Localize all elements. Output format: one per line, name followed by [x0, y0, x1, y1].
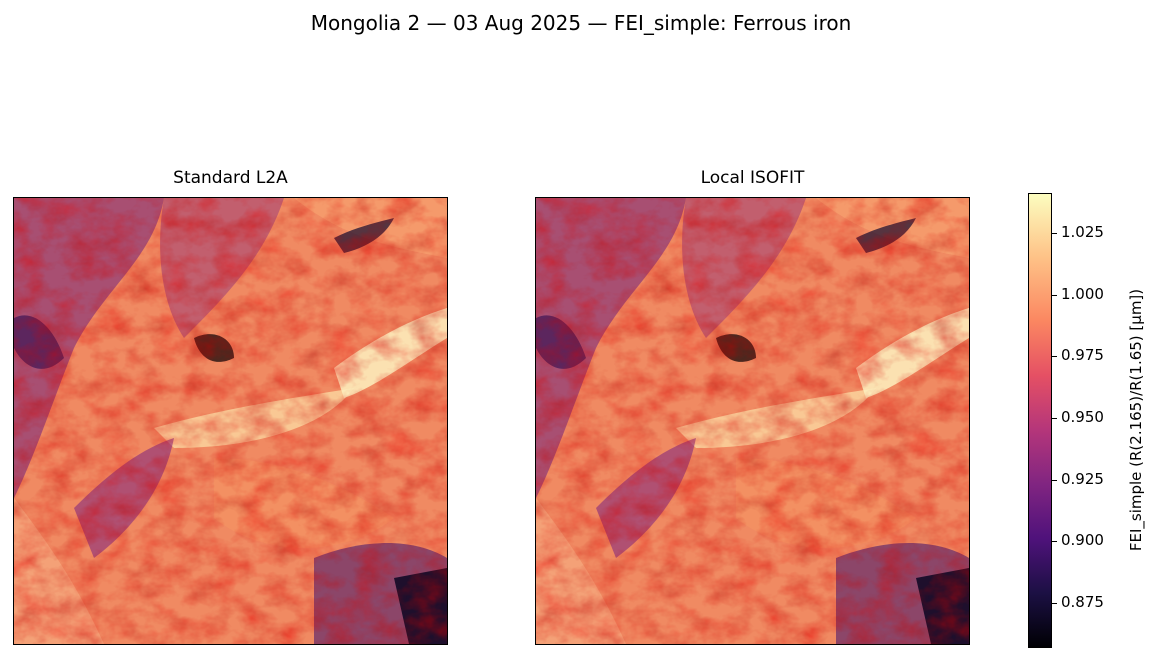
colorbar-tick-label: 1.000: [1061, 285, 1104, 303]
colorbar-tick-mark: [1051, 603, 1057, 604]
colorbar: [1028, 193, 1052, 648]
colorbar-tick-label: 0.950: [1061, 408, 1104, 426]
panel-title-local-isofit: Local ISOFIT: [700, 168, 805, 188]
colorbar-tick-label: 0.900: [1061, 531, 1104, 549]
colorbar-tick-mark: [1051, 295, 1057, 296]
colorbar-tick-mark: [1051, 233, 1057, 234]
colorbar-tick-mark: [1051, 356, 1057, 357]
colorbar-tick-label: 0.875: [1061, 593, 1104, 611]
colorbar-label: FEI_simple (R(2.165)/R(1.65) [µm]): [1127, 288, 1145, 552]
colorbar-tick-label: 0.925: [1061, 470, 1104, 488]
colorbar-tick-mark: [1051, 541, 1057, 542]
heatmap-panel-local-isofit: [535, 197, 970, 645]
heatmap-image-local-isofit: [536, 198, 969, 644]
colorbar-tick-mark: [1051, 418, 1057, 419]
colorbar-tick-label: 0.975: [1061, 346, 1104, 364]
heatmap-image-standard-l2a: [14, 198, 447, 644]
figure-title: Mongolia 2 — 03 Aug 2025 — FEI_simple: F…: [310, 11, 852, 35]
colorbar-tick-label: 1.025: [1061, 223, 1104, 241]
texture-layer: [14, 198, 447, 644]
colorbar-tick-mark: [1051, 480, 1057, 481]
texture-layer: [536, 198, 969, 644]
heatmap-panel-standard-l2a: [13, 197, 448, 645]
panel-title-standard-l2a: Standard L2A: [173, 168, 288, 188]
